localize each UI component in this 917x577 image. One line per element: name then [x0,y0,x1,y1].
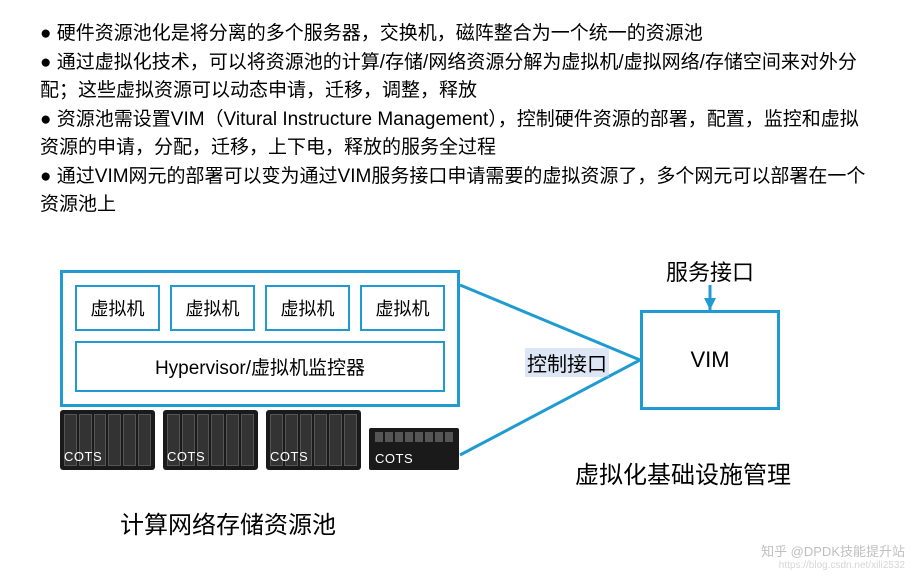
vim-title: 虚拟化基础设施管理 [575,455,791,490]
bullet-text: 通过虚拟化技术，可以将资源池的计算/存储/网络资源分解为虚拟机/虚拟网络/存储空… [40,52,857,102]
vim-box: VIM [640,310,780,410]
vm-row: 虚拟机 虚拟机 虚拟机 虚拟机 [75,285,445,331]
service-interface-label: 服务接口 [640,255,780,287]
cots-server [163,410,258,470]
bullet-item: ● 通过VIM网元的部署可以变为通过VIM服务接口申请需要的虚拟资源了，多个网元… [40,163,877,220]
cots-server [266,410,361,470]
vm-box: 虚拟机 [265,285,350,331]
cots-server [60,410,155,470]
vm-box: 虚拟机 [360,285,445,331]
watermark-main: 知乎 @DPDK技能提升站 [761,544,905,559]
pool-title: 计算网络存储资源池 [120,505,336,540]
bullet-item: ● 通过虚拟化技术，可以将资源池的计算/存储/网络资源分解为虚拟机/虚拟网络/存… [40,49,877,106]
bullet-list: ● 硬件资源池化是将分离的多个服务器，交换机，磁阵整合为一个统一的资源池 ● 通… [0,0,917,230]
architecture-diagram: 服务接口 虚拟机 虚拟机 虚拟机 虚拟机 Hypervisor/虚拟机监控器 控… [0,230,917,570]
bullet-text: 资源池需设置VIM（Vitural Instructure Management… [40,109,859,159]
control-interface-label: 控制接口 [525,348,609,377]
hypervisor-box: Hypervisor/虚拟机监控器 [75,341,445,392]
virtualization-layer-box: 虚拟机 虚拟机 虚拟机 虚拟机 Hypervisor/虚拟机监控器 [60,270,460,407]
bullet-text: 硬件资源池化是将分离的多个服务器，交换机，磁阵整合为一个统一的资源池 [57,23,703,44]
bullet-item: ● 资源池需设置VIM（Vitural Instructure Manageme… [40,106,877,163]
vm-box: 虚拟机 [75,285,160,331]
watermark-sub: https://blog.csdn.net/xili2532 [761,560,905,571]
bullet-text: 通过VIM网元的部署可以变为通过VIM服务接口申请需要的虚拟资源了，多个网元可以… [40,166,865,216]
hardware-row [60,410,460,470]
cots-switch [369,428,459,470]
watermark: 知乎 @DPDK技能提升站 https://blog.csdn.net/xili… [761,541,905,571]
vm-box: 虚拟机 [170,285,255,331]
bullet-item: ● 硬件资源池化是将分离的多个服务器，交换机，磁阵整合为一个统一的资源池 [40,20,877,49]
